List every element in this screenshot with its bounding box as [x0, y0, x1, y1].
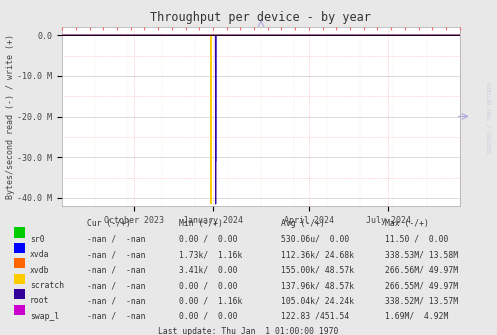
- Text: 112.36k/ 24.68k: 112.36k/ 24.68k: [281, 250, 354, 259]
- Text: 105.04k/ 24.24k: 105.04k/ 24.24k: [281, 296, 354, 306]
- Text: 1.73k/  1.16k: 1.73k/ 1.16k: [179, 250, 243, 259]
- Text: 3.41k/  0.00: 3.41k/ 0.00: [179, 266, 238, 275]
- Text: 122.83 /451.54: 122.83 /451.54: [281, 312, 349, 321]
- Text: 266.56M/ 49.97M: 266.56M/ 49.97M: [385, 266, 458, 275]
- Text: 338.53M/ 13.58M: 338.53M/ 13.58M: [385, 250, 458, 259]
- Text: 0.00 /  1.16k: 0.00 / 1.16k: [179, 296, 243, 306]
- Text: -nan /  -nan: -nan / -nan: [87, 296, 146, 306]
- Text: 530.06u/  0.00: 530.06u/ 0.00: [281, 235, 349, 244]
- Text: Min (-/+): Min (-/+): [179, 219, 223, 228]
- Text: 155.00k/ 48.57k: 155.00k/ 48.57k: [281, 266, 354, 275]
- Text: xvda: xvda: [30, 250, 49, 259]
- Text: 338.52M/ 13.57M: 338.52M/ 13.57M: [385, 296, 458, 306]
- Text: Cur (-/+): Cur (-/+): [87, 219, 131, 228]
- Text: 0.00 /  0.00: 0.00 / 0.00: [179, 281, 238, 290]
- Text: 137.96k/ 48.57k: 137.96k/ 48.57k: [281, 281, 354, 290]
- Text: xvdb: xvdb: [30, 266, 49, 275]
- Text: sr0: sr0: [30, 235, 44, 244]
- Y-axis label: Bytes/second read (-) / write (+): Bytes/second read (-) / write (+): [5, 34, 14, 199]
- Title: Throughput per device - by year: Throughput per device - by year: [151, 11, 371, 24]
- Text: Max (-/+): Max (-/+): [385, 219, 429, 228]
- Text: Avg (-/+): Avg (-/+): [281, 219, 325, 228]
- Text: 11.50 /  0.00: 11.50 / 0.00: [385, 235, 449, 244]
- Text: -nan /  -nan: -nan / -nan: [87, 235, 146, 244]
- Text: swap_l: swap_l: [30, 312, 59, 321]
- Text: 0.00 /  0.00: 0.00 / 0.00: [179, 312, 238, 321]
- Text: -nan /  -nan: -nan / -nan: [87, 250, 146, 259]
- Text: Last update: Thu Jan  1 01:00:00 1970: Last update: Thu Jan 1 01:00:00 1970: [159, 327, 338, 335]
- Text: -nan /  -nan: -nan / -nan: [87, 312, 146, 321]
- Text: 266.55M/ 49.97M: 266.55M/ 49.97M: [385, 281, 458, 290]
- Text: root: root: [30, 296, 49, 306]
- Text: 1.69M/  4.92M: 1.69M/ 4.92M: [385, 312, 449, 321]
- Text: 0.00 /  0.00: 0.00 / 0.00: [179, 235, 238, 244]
- Text: -nan /  -nan: -nan / -nan: [87, 281, 146, 290]
- Text: scratch: scratch: [30, 281, 64, 290]
- Text: -nan /  -nan: -nan / -nan: [87, 266, 146, 275]
- Text: RRDTOOL / TOBI OETIKER: RRDTOOL / TOBI OETIKER: [487, 81, 492, 153]
